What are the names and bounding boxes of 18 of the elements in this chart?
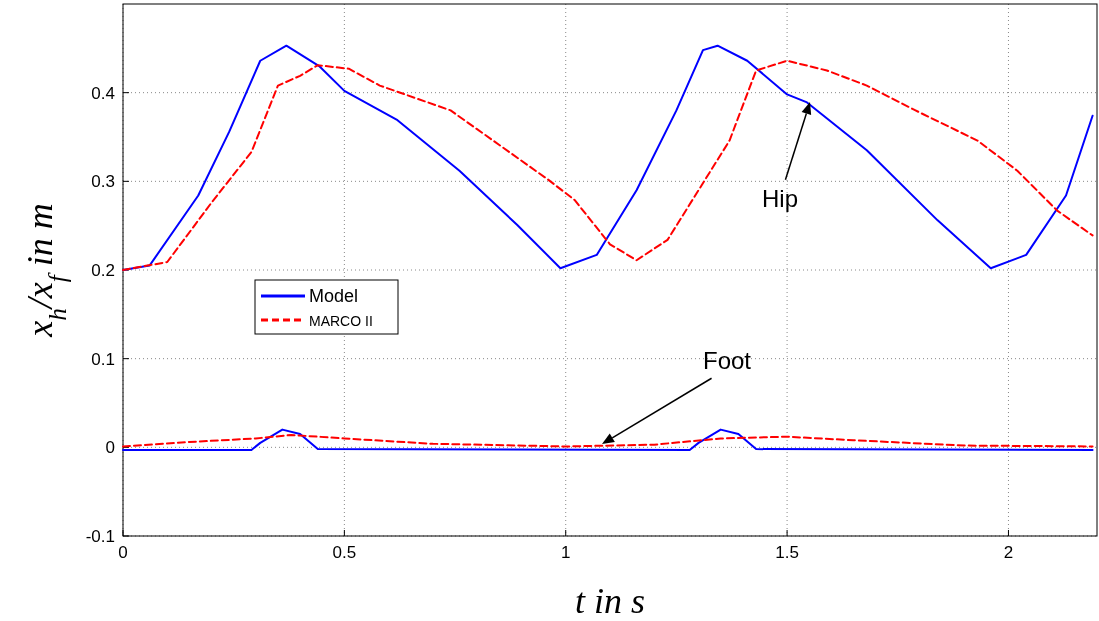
y-tick-label: 0.2 <box>91 261 115 280</box>
y-tick-label: 0.4 <box>91 83 115 103</box>
x-tick-label: 0.5 <box>332 543 357 562</box>
y-tick-label: -0.1 <box>85 527 115 546</box>
legend-label: Model <box>309 286 359 306</box>
line-series <box>122 433 1094 448</box>
annotation: Hip <box>761 185 799 212</box>
y-tick-label: 0.1 <box>91 349 115 369</box>
y-tick-label: 0.3 <box>91 172 115 192</box>
x-tick-label: 0 <box>118 543 128 562</box>
x-tick-label: 1 <box>560 543 571 562</box>
annotation: Foot <box>702 347 752 374</box>
x-tick-label: 1.5 <box>775 543 799 562</box>
line-series <box>122 428 1094 451</box>
legend-label: MARCO II <box>309 313 373 329</box>
x-axis-title: t in s <box>574 581 646 621</box>
x-tick-label: 2 <box>1003 543 1014 562</box>
y-tick-label: 0 <box>105 438 115 458</box>
